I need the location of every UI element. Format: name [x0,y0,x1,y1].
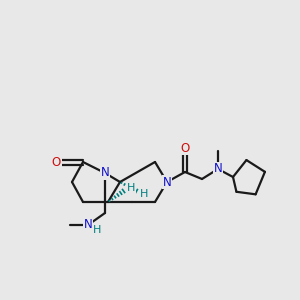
Text: N: N [100,167,109,179]
Text: N: N [163,176,171,188]
Text: H: H [127,183,135,193]
Text: H: H [140,189,148,199]
Text: O: O [51,155,61,169]
Text: O: O [180,142,190,154]
Text: N: N [214,163,222,176]
Text: H: H [93,225,101,235]
Text: N: N [84,218,92,232]
